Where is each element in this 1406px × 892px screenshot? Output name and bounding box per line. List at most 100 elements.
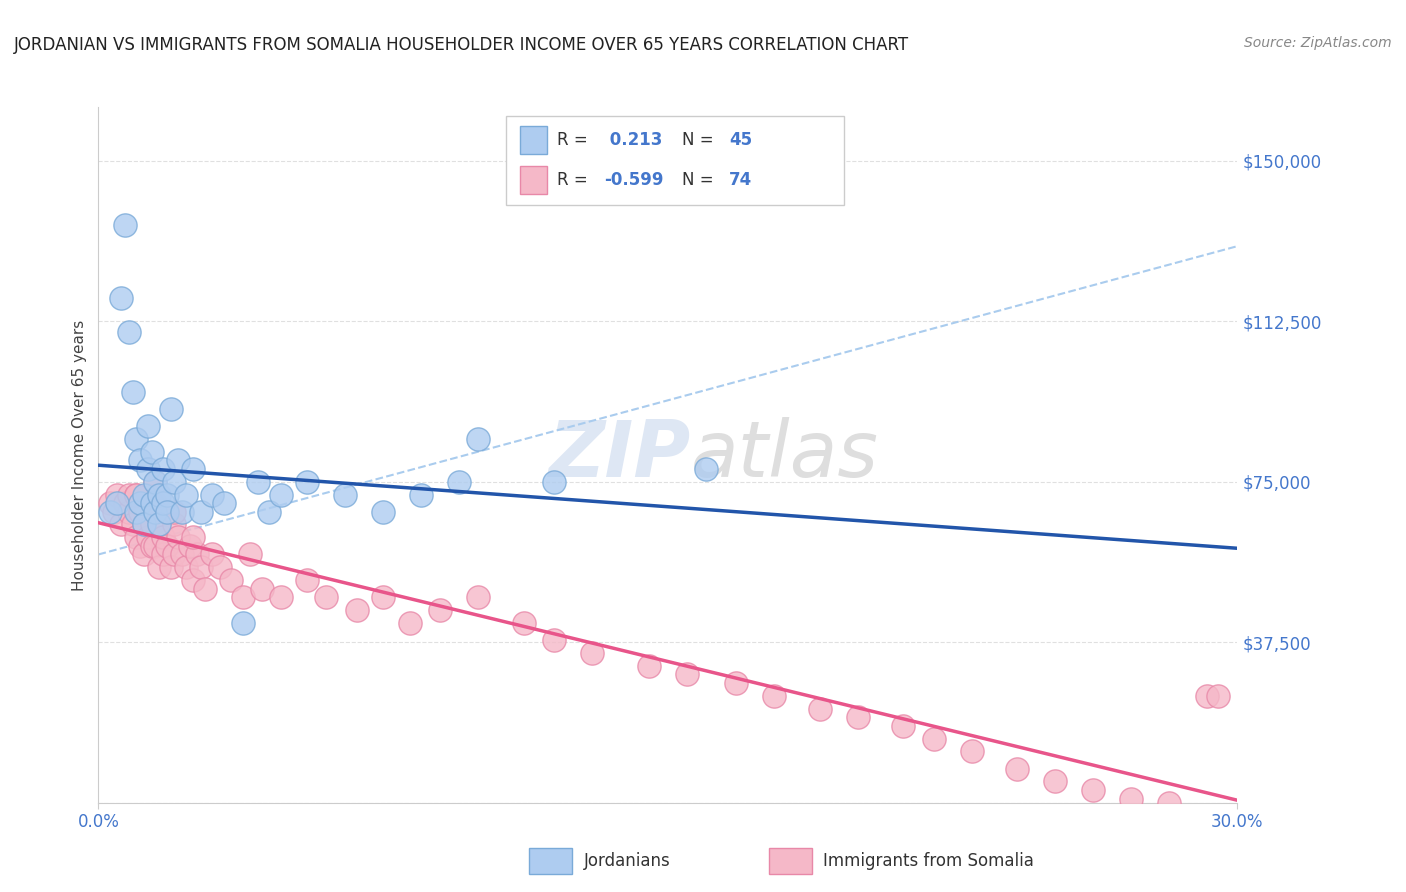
Point xyxy=(371,505,394,519)
Text: JORDANIAN VS IMMIGRANTS FROM SOMALIA HOUSEHOLDER INCOME OVER 65 YEARS CORRELATIO: JORDANIAN VS IMMIGRANTS FROM SOMALIA HOU… xyxy=(14,36,910,54)
Point xyxy=(512,615,534,630)
Point xyxy=(232,615,254,630)
Point xyxy=(145,505,167,519)
Point xyxy=(132,487,155,501)
Point xyxy=(167,453,190,467)
Point xyxy=(297,475,319,489)
Point xyxy=(183,530,205,544)
Point xyxy=(163,548,186,562)
Point xyxy=(250,582,273,596)
Point xyxy=(159,560,181,574)
Point xyxy=(110,291,132,305)
Point xyxy=(114,496,136,510)
Point xyxy=(152,548,174,562)
Point xyxy=(136,487,159,501)
Point xyxy=(960,744,983,758)
Point xyxy=(136,530,159,544)
Point xyxy=(398,615,420,630)
Point xyxy=(107,496,129,510)
Point xyxy=(190,505,212,519)
Point xyxy=(174,487,197,501)
Point xyxy=(114,218,136,232)
Point xyxy=(763,689,786,703)
Point xyxy=(201,487,224,501)
FancyBboxPatch shape xyxy=(520,126,547,154)
Point xyxy=(98,505,121,519)
Point xyxy=(183,462,205,476)
FancyBboxPatch shape xyxy=(530,848,572,874)
Point xyxy=(98,496,121,510)
Point xyxy=(232,591,254,605)
Point xyxy=(125,487,148,501)
Point xyxy=(141,517,163,532)
Point xyxy=(638,658,661,673)
Point xyxy=(132,548,155,562)
Point xyxy=(1005,762,1028,776)
Point xyxy=(156,505,179,519)
Point xyxy=(467,432,489,446)
Point xyxy=(335,487,357,501)
Point xyxy=(676,667,699,681)
Point xyxy=(170,548,193,562)
Point xyxy=(132,517,155,532)
Point xyxy=(152,462,174,476)
Point xyxy=(145,539,167,553)
Point xyxy=(449,475,471,489)
Point xyxy=(1157,796,1180,810)
Point xyxy=(141,539,163,553)
Point xyxy=(145,496,167,510)
Text: Immigrants from Somalia: Immigrants from Somalia xyxy=(824,852,1033,870)
Text: ZIP: ZIP xyxy=(548,417,690,493)
Point xyxy=(270,591,292,605)
Point xyxy=(174,560,197,574)
Point xyxy=(1208,689,1230,703)
Point xyxy=(846,710,869,724)
Point xyxy=(212,496,235,510)
Point xyxy=(152,496,174,510)
Point xyxy=(118,505,141,519)
Point xyxy=(922,731,945,746)
Point xyxy=(208,560,231,574)
Point xyxy=(148,517,170,532)
Point xyxy=(148,560,170,574)
Point xyxy=(132,517,155,532)
Point xyxy=(118,325,141,339)
Point xyxy=(270,487,292,501)
Point xyxy=(156,539,179,553)
Point xyxy=(118,487,141,501)
Point xyxy=(125,505,148,519)
Point xyxy=(163,475,186,489)
Text: Source: ZipAtlas.com: Source: ZipAtlas.com xyxy=(1244,36,1392,50)
Text: atlas: atlas xyxy=(690,417,879,493)
Text: Jordanians: Jordanians xyxy=(583,852,671,870)
Point xyxy=(136,462,159,476)
Point xyxy=(259,505,281,519)
Point xyxy=(190,560,212,574)
Point xyxy=(411,487,433,501)
FancyBboxPatch shape xyxy=(769,848,811,874)
Point xyxy=(156,487,179,501)
Point xyxy=(186,548,208,562)
Point xyxy=(429,603,451,617)
FancyBboxPatch shape xyxy=(520,166,547,194)
Point xyxy=(121,384,143,399)
Point xyxy=(808,701,831,715)
Point xyxy=(136,419,159,434)
Point xyxy=(167,530,190,544)
Point xyxy=(1119,791,1142,805)
Point xyxy=(201,548,224,562)
Text: R =: R = xyxy=(557,171,593,189)
Text: 45: 45 xyxy=(728,131,752,149)
Point xyxy=(129,496,152,510)
Point xyxy=(125,530,148,544)
Point xyxy=(107,487,129,501)
Text: 74: 74 xyxy=(728,171,752,189)
Point xyxy=(148,517,170,532)
Point xyxy=(239,548,262,562)
Point xyxy=(170,505,193,519)
Point xyxy=(371,591,394,605)
Point xyxy=(129,505,152,519)
Point xyxy=(1081,783,1104,797)
Point xyxy=(141,496,163,510)
Point xyxy=(159,401,181,416)
